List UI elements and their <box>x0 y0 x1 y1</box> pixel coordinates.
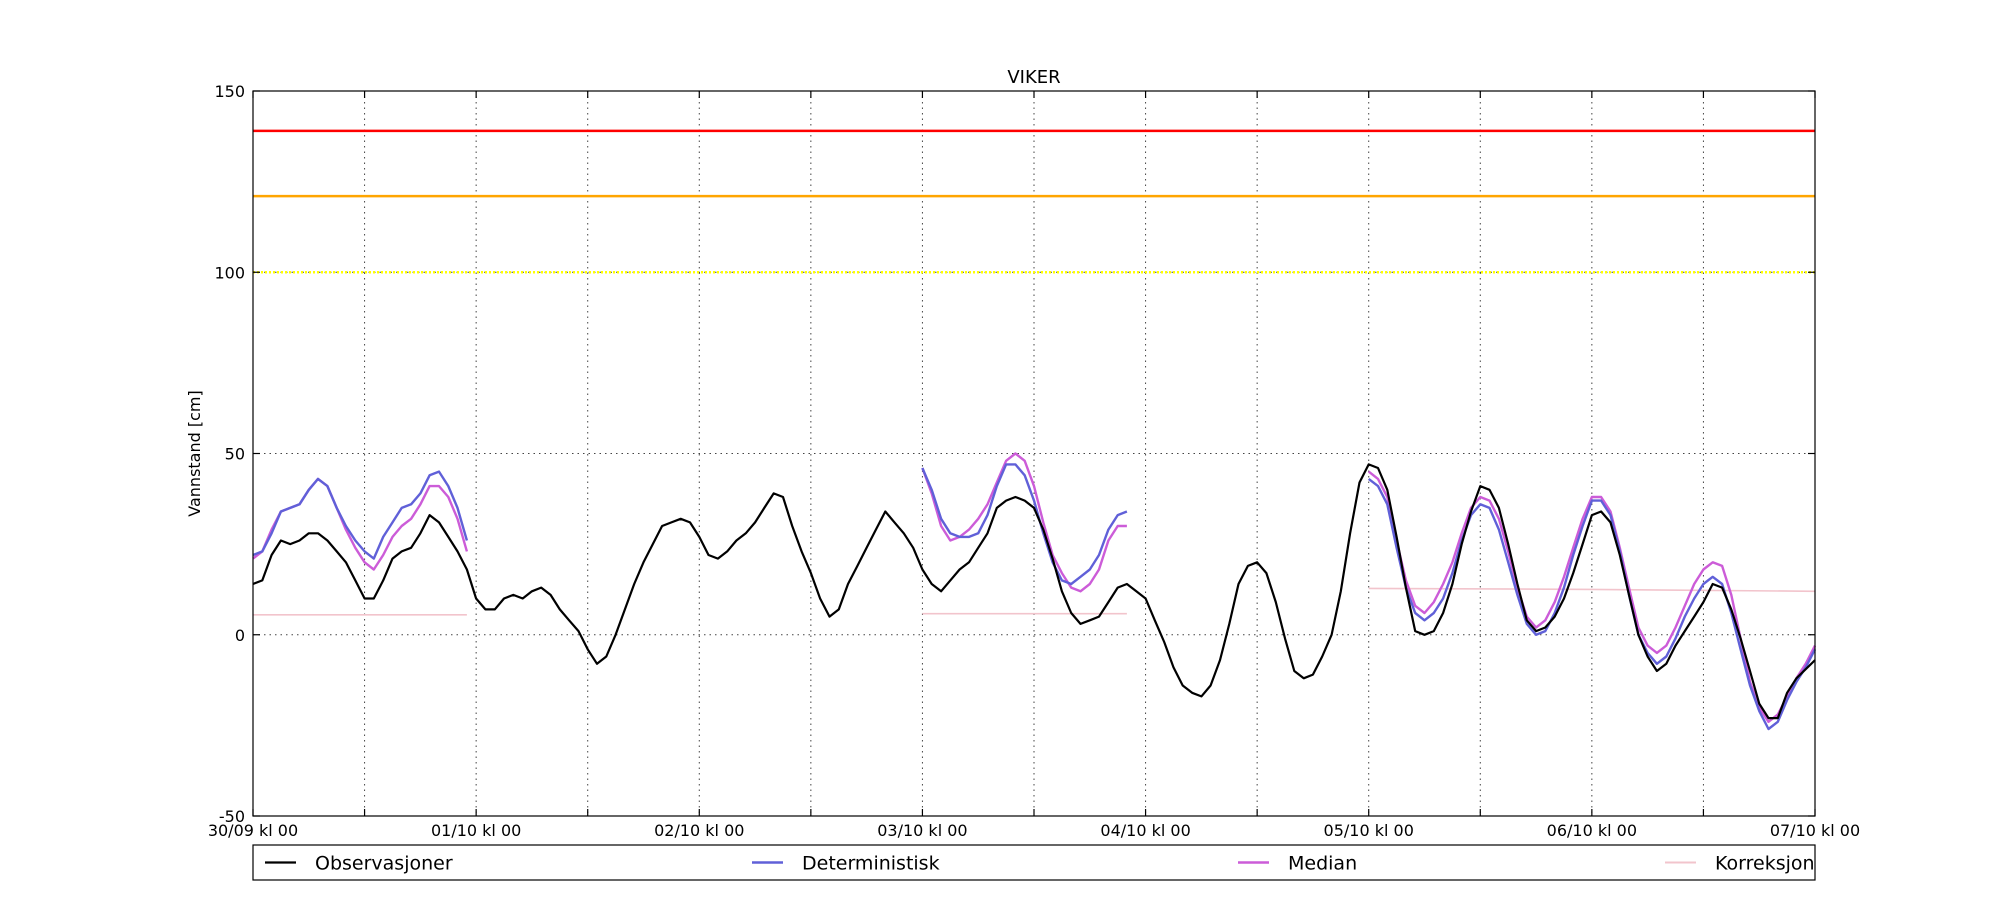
x-tick-label: 02/10 kl 00 <box>654 821 744 840</box>
grid <box>252 90 1816 817</box>
series-line-deterministisk <box>921 463 1128 586</box>
chart-title: VIKER <box>1007 67 1060 88</box>
legend-box <box>252 844 1816 881</box>
x-tick-label: 03/10 kl 00 <box>877 821 967 840</box>
x-tick-label: 01/10 kl 00 <box>431 821 521 840</box>
series-line-median <box>252 477 469 571</box>
y-tick-label: -50 <box>219 807 245 826</box>
y-tick-label: 50 <box>225 445 245 464</box>
x-tick-label: 04/10 kl 00 <box>1100 821 1190 840</box>
legend-label-deterministisk: Deterministisk <box>802 853 940 875</box>
threshold-lines <box>253 129 1815 274</box>
x-tick-label: 06/10 kl 00 <box>1547 821 1637 840</box>
legend: Observasjoner Deterministisk Median Korreks… <box>252 844 1816 881</box>
y-axis-label: Vannstand [cm] <box>185 390 204 516</box>
series-line-observasjoner <box>252 463 1816 720</box>
y-tick-label: 150 <box>214 82 245 101</box>
legend-label-observasjoner: Observasjoner <box>315 853 453 875</box>
y-axis-ticks: -50 0 50 100 150 <box>214 82 1815 826</box>
legend-label-korreksjon: Korreksjon <box>1715 853 1815 875</box>
y-tick-label: 0 <box>235 626 245 645</box>
series-line-deterministisk <box>252 470 469 560</box>
x-axis-ticks: 30/09 kl 00 01/10 kl 00 02/10 kl 00 03/10 k… <box>208 91 1860 840</box>
x-tick-label: 30/09 kl 00 <box>208 821 298 840</box>
x-tick-label: 07/10 kl 00 <box>1770 821 1860 840</box>
legend-label-median: Median <box>1288 853 1357 875</box>
series-lines <box>252 452 1817 731</box>
y-tick-label: 100 <box>214 263 245 282</box>
series-line-korreksjon <box>1368 587 1816 593</box>
x-tick-label: 05/10 kl 00 <box>1324 821 1414 840</box>
series-line-median <box>921 452 1127 593</box>
series-line-deterministisk <box>1367 477 1817 731</box>
